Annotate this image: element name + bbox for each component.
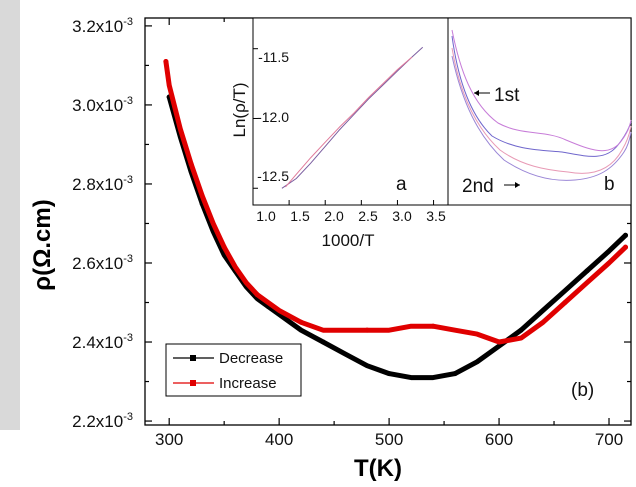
- data-point-increase: [163, 58, 169, 64]
- y-tick-label: 2.6x10-3: [72, 253, 133, 273]
- legend-marker-decrease: [190, 355, 196, 361]
- inset-b-panel-label: b: [604, 174, 615, 195]
- inset-a-x-tick-label: 1.0: [256, 208, 276, 224]
- side-strip: [0, 0, 20, 430]
- legend-label-increase: Increase: [219, 375, 277, 392]
- main-series: [163, 58, 629, 381]
- inset-a-y-tick-label: -12.0: [257, 109, 289, 125]
- panel-label: (b): [571, 380, 594, 401]
- data-point-increase: [221, 244, 227, 250]
- inset-b-arrowhead-1st: [474, 90, 479, 96]
- data-point-increase: [188, 161, 194, 167]
- data-point-decrease: [623, 232, 629, 238]
- inset-a: -11.5 -12.0 -12.5 1.0 1.5 2.0 2.5 3.0 3.…: [230, 17, 449, 250]
- inset-a-y-tick-label: -12.5: [257, 168, 289, 184]
- inset-a-y-title: Ln(ρ/T): [230, 82, 249, 137]
- x-axis-title: T(K): [354, 455, 402, 482]
- y-axis-title: ρ(Ω.cm): [29, 199, 56, 290]
- inset-a-x-tick-label: 2.0: [324, 208, 344, 224]
- inset-b-label-1st: 1st: [494, 85, 520, 106]
- inset-b-label-2nd: 2nd: [462, 176, 494, 197]
- data-point-decrease: [386, 371, 392, 377]
- x-tick-labels: 300 400 500 600 700: [155, 430, 623, 449]
- y-tick-label: 2.2x10-3: [72, 411, 133, 431]
- data-point-increase: [562, 300, 568, 306]
- legend: Decrease Increase: [165, 343, 302, 397]
- data-point-increase: [364, 327, 370, 333]
- x-tick-label: 400: [265, 430, 293, 449]
- y-tick-label: 2.8x10-3: [72, 174, 133, 194]
- inset-a-series: [281, 46, 424, 189]
- x-tick-label: 700: [595, 430, 623, 449]
- inset-a-ticks: [252, 48, 435, 205]
- y-tick-label: 2.4x10-3: [72, 332, 133, 352]
- legend-label-decrease: Decrease: [219, 350, 283, 367]
- inset-a-x-title: 1000/T: [322, 231, 375, 250]
- inset-b-curve: [451, 47, 632, 174]
- series-line-decrease: [166, 94, 628, 381]
- inset-b-curve: [451, 55, 632, 181]
- data-point-decrease: [452, 371, 458, 377]
- inset-a-x-tick-label: 3.0: [392, 208, 412, 224]
- inset-a-panel-label: a: [396, 174, 407, 195]
- data-point-increase: [254, 292, 260, 298]
- inset-a-series-line: [281, 46, 424, 189]
- inset-a-series-line: [285, 56, 413, 188]
- inset-b: 1st 2nd b: [447, 17, 632, 206]
- y-tick-label: 3.0x10-3: [72, 95, 133, 115]
- y-tick-label: 3.2x10-3: [72, 16, 133, 36]
- inset-a-x-tick-label: 3.5: [426, 208, 446, 224]
- y-tick-labels: 2.2x10-3 2.4x10-3 2.6x10-3 2.8x10-3 3.0x…: [72, 16, 133, 431]
- inset-a-x-tick-label: 1.5: [290, 208, 310, 224]
- inset-b-curve: [451, 29, 632, 152]
- data-point-decrease: [518, 327, 524, 333]
- data-point-decrease: [320, 339, 326, 345]
- data-point-increase: [496, 339, 502, 345]
- data-point-decrease: [584, 268, 590, 274]
- legend-marker-increase: [190, 380, 196, 386]
- inset-a-y-tick-label: -11.5: [258, 49, 289, 65]
- x-tick-label: 600: [485, 430, 513, 449]
- x-tick-label: 500: [375, 430, 403, 449]
- legend-box: [165, 343, 302, 397]
- inset-a-x-tick-label: 2.5: [358, 208, 378, 224]
- data-point-increase: [623, 244, 629, 250]
- inset-b-arrowhead-2nd: [515, 182, 520, 188]
- series-line-increase: [163, 59, 628, 345]
- inset-a-frame: [252, 17, 449, 206]
- data-point-increase: [298, 319, 304, 325]
- data-point-increase: [430, 323, 436, 329]
- x-tick-label: 300: [155, 430, 183, 449]
